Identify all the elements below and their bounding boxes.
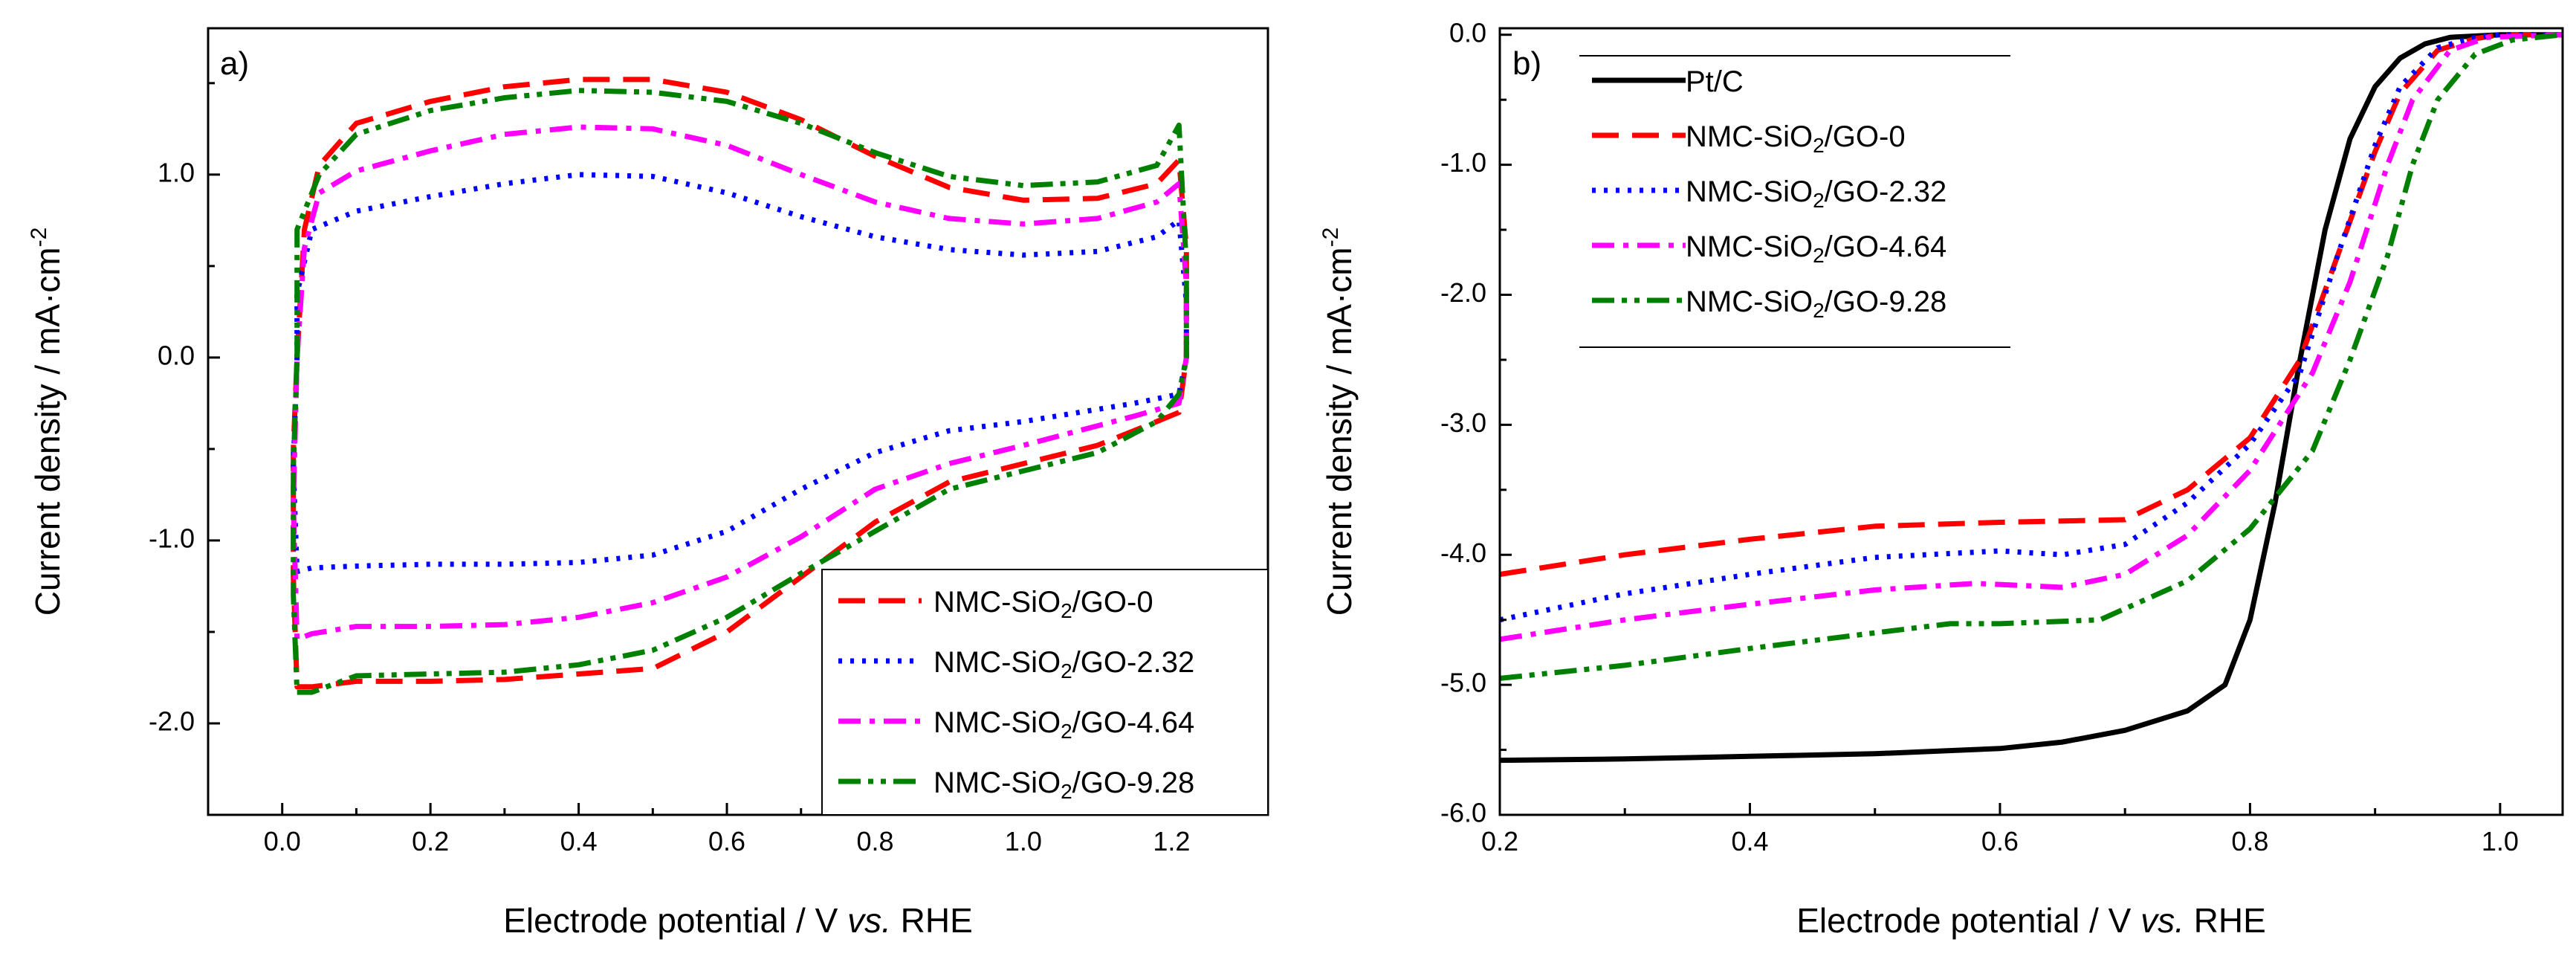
x-axis-title: Electrode potential / V vs. RHE [503, 901, 973, 940]
x-tick-label: 0.8 [2231, 826, 2268, 856]
x-tick-label: 1.2 [1153, 826, 1190, 856]
legend-label-nmc-sio2-go-9_28: NMC-SiO2/GO-9.28 [1686, 285, 1946, 323]
legend-label-nmc-sio2-go-4_64: NMC-SiO2/GO-4.64 [1686, 230, 1946, 268]
legend: NMC-SiO2/GO-0 NMC-SiO2/GO-2.32 NMC-SiO2/GO… [821, 569, 1269, 816]
legend-label-nmc-sio2-go-4_64: NMC-SiO2/GO-4.64 [933, 706, 1194, 743]
y-axis-title: Current density / mA·cm-2 [1318, 228, 1359, 616]
series-line-pt-c [1500, 32, 2563, 764]
series-group [1500, 32, 2563, 764]
legend-label-nmc-sio2-go-2_32: NMC-SiO2/GO-2.32 [1686, 175, 1946, 213]
y-tick-label: -1.0 [149, 523, 195, 553]
x-tick-label: 0.6 [1981, 826, 2019, 856]
y-tick-label: 0.0 [1449, 17, 1486, 48]
panel-label: b) [1512, 45, 1541, 82]
y-tick-label: 1.0 [158, 157, 195, 187]
x-tick-label: 0.4 [560, 826, 598, 856]
y-tick-label: -1.0 [1440, 147, 1486, 178]
y-axis-title: Current density / mA·cm-2 [27, 228, 67, 616]
legend-label-nmc-sio2-go-0: NMC-SiO2/GO-0 [1686, 120, 1906, 158]
panel-label: a) [220, 45, 249, 82]
legend-box [821, 569, 1269, 816]
x-tick-label: 0.0 [264, 826, 301, 856]
y-tick-label: -2.0 [149, 706, 195, 736]
plot-frame [207, 27, 1269, 816]
panel-a-cv-plot: 0.0 0.2 0.4 0.6 0.8 1.0 1.2 -2.0 -1.0 0.0 1.0 Elect… [27, 27, 1269, 940]
y-tick-label: -5.0 [1440, 668, 1486, 698]
series-line-nmc-sio2-go-4_64 [1500, 32, 2563, 642]
x-tick-label: 0.2 [412, 826, 449, 856]
series-line-nmc-sio2-go-9_28 [1500, 32, 2563, 681]
legend: Pt/C NMC-SiO2/GO-0 NMC-SiO2/GO-2.32 NMC-SiO… [1579, 55, 2010, 348]
y-tick-label: -6.0 [1440, 798, 1486, 828]
series-line-nmc-sio2-go-9_28 [291, 88, 1189, 695]
x-tick-label: 0.6 [708, 826, 745, 856]
series-line-nmc-sio2-go-0 [291, 77, 1189, 690]
panel-b-lsv-plot: 0.2 0.4 0.6 0.8 1.0 -6.0 -5.0 -4.0 -3.0 -2.0 -1.0 0… [1318, 17, 2564, 940]
x-tick-label: 0.4 [1731, 826, 1768, 856]
series-line-nmc-sio2-go-2_32 [1500, 32, 2563, 623]
y-tick-label: 0.0 [158, 340, 195, 370]
x-tick-label: 1.0 [2482, 826, 2519, 856]
y-tick-label: -2.0 [1440, 277, 1486, 308]
series-line-nmc-sio2-go-0 [1500, 32, 2563, 577]
x-tick-label: 0.8 [856, 826, 893, 856]
y-tick-label: -4.0 [1440, 538, 1486, 568]
legend-label-nmc-sio2-go-0: NMC-SiO2/GO-0 [933, 586, 1153, 623]
series-line-nmc-sio2-go-4_64 [291, 124, 1189, 642]
y-tick-label: -3.0 [1440, 407, 1486, 438]
legend-label-nmc-sio2-go-2_32: NMC-SiO2/GO-2.32 [933, 646, 1194, 683]
series-line-nmc-sio2-go-2_32 [291, 172, 1189, 575]
legend-label-nmc-sio2-go-9_28: NMC-SiO2/GO-9.28 [933, 767, 1194, 804]
x-axis-title: Electrode potential / V vs. RHE [1796, 901, 2266, 940]
series-group [291, 77, 1189, 695]
x-tick-label: 1.0 [1005, 826, 1042, 856]
x-tick-label: 0.2 [1481, 826, 1518, 856]
plot-frame [1498, 27, 2564, 816]
legend-label-pt-c: Pt/C [1686, 65, 1744, 98]
